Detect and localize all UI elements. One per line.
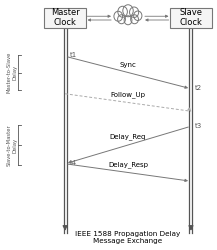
Circle shape xyxy=(114,11,123,21)
Circle shape xyxy=(131,15,138,24)
Circle shape xyxy=(130,7,139,18)
Circle shape xyxy=(123,5,133,17)
Text: t4: t4 xyxy=(69,160,77,166)
Text: Follow_Up: Follow_Up xyxy=(110,91,146,98)
Circle shape xyxy=(118,6,127,17)
Text: Slave-to-Master
Delay: Slave-to-Master Delay xyxy=(7,124,17,166)
Text: t1: t1 xyxy=(69,52,77,58)
Text: Delay_Req: Delay_Req xyxy=(110,134,146,140)
Text: Slave
Clock: Slave Clock xyxy=(179,8,202,27)
Circle shape xyxy=(134,11,142,20)
Text: IEEE 1588 Propagation Delay
Message Exchange: IEEE 1588 Propagation Delay Message Exch… xyxy=(75,231,181,244)
Circle shape xyxy=(118,15,125,24)
Text: t3: t3 xyxy=(195,122,202,128)
Text: t2: t2 xyxy=(195,85,202,91)
FancyBboxPatch shape xyxy=(44,8,86,28)
Text: Master
Clock: Master Clock xyxy=(51,8,79,27)
Text: Master-to-Slave
Delay: Master-to-Slave Delay xyxy=(7,52,17,93)
Polygon shape xyxy=(114,6,142,21)
FancyBboxPatch shape xyxy=(170,8,212,28)
Text: Sync: Sync xyxy=(120,62,136,68)
Text: Delay_Resp: Delay_Resp xyxy=(108,161,148,168)
Circle shape xyxy=(124,16,132,25)
